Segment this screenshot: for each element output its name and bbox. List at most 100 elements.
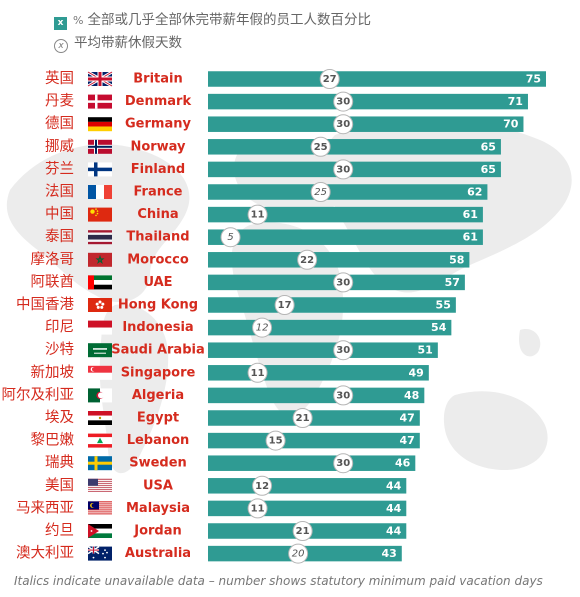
country-cn-label: 摩洛哥 (31, 250, 75, 268)
days-value-label: 30 (336, 277, 350, 288)
days-value-label: 15 (269, 436, 283, 447)
hk-flag-icon (88, 298, 112, 312)
days-value-label: 21 (296, 526, 310, 537)
chart-row: 美国 USA 44 12 (45, 475, 407, 496)
days-value-label: 30 (336, 390, 350, 401)
country-cn-label: 芬兰 (45, 160, 74, 177)
percent-value-label: 51 (418, 344, 433, 357)
days-marker (333, 91, 354, 112)
days-marker (333, 385, 354, 406)
legend-days-label: 平均带薪休假天数 (74, 35, 182, 51)
percent-value-label: 46 (395, 457, 411, 470)
percent-bar (208, 365, 429, 381)
chart-row: 泰国 Thailand 61 5 (45, 227, 483, 248)
days-marker (319, 69, 340, 89)
percent-bar (208, 319, 452, 336)
days-marker (297, 249, 318, 270)
chart-row: 印尼 Indonesia 54 12 (45, 317, 452, 338)
percent-bar (208, 93, 528, 110)
percent-value-label: 43 (381, 547, 396, 560)
country-en-label: Sweden (129, 456, 187, 471)
percent-bar (208, 161, 501, 178)
days-marker (247, 204, 268, 225)
percent-bar (208, 455, 416, 471)
days-value-label: 12 (256, 323, 269, 334)
country-cn-label: 德国 (45, 115, 74, 132)
percent-bar (208, 139, 501, 155)
percent-value-label: 61 (463, 208, 478, 221)
days-value-label: 11 (251, 503, 265, 514)
percent-bar (208, 297, 456, 313)
dz-flag-icon (88, 388, 112, 403)
my-flag-icon (88, 501, 112, 516)
country-en-label: Algeria (132, 388, 184, 403)
percent-bar (208, 71, 546, 87)
country-en-label: Finland (131, 162, 185, 177)
country-en-label: Thailand (126, 230, 189, 245)
percent-symbol: % (73, 14, 84, 27)
percent-value-label: 75 (526, 73, 541, 86)
th-flag-icon (88, 230, 112, 245)
percent-bar (208, 252, 470, 268)
country-en-label: UAE (143, 275, 172, 290)
country-cn-label: 美国 (45, 477, 74, 494)
lb-flag-icon (88, 433, 112, 448)
percent-value-label: 71 (508, 95, 523, 108)
footer-note: Italics indicate unavailable data – numb… (14, 574, 543, 588)
days-value-label: 30 (336, 164, 350, 175)
percent-bar (208, 410, 420, 426)
eg-flag-icon (88, 411, 112, 425)
country-cn-label: 阿尔及利亚 (2, 386, 75, 403)
percent-bar (208, 478, 407, 494)
percent-value-label: 70 (503, 118, 519, 131)
country-cn-label: 阿联酋 (31, 272, 75, 290)
percent-value-label: 47 (400, 412, 415, 425)
percent-bar (208, 342, 438, 358)
days-marker (310, 182, 331, 202)
se-flag-icon (88, 456, 112, 471)
country-en-label: Denmark (125, 94, 192, 109)
percent-value-label: 62 (467, 186, 482, 199)
chart-row: 沙特 Saudi Arabia 51 30 (45, 340, 438, 361)
country-en-label: Saudi Arabia (111, 343, 204, 358)
country-cn-label: 埃及 (45, 409, 74, 426)
percent-value-label: 44 (386, 479, 402, 492)
chart-row: 阿联酋 UAE 57 30 (31, 272, 465, 293)
days-marker (265, 430, 286, 451)
country-en-label: France (133, 185, 182, 200)
days-marker (247, 498, 268, 519)
country-en-label: Indonesia (122, 320, 193, 335)
country-en-label: Norway (130, 139, 186, 154)
percent-value-label: 61 (463, 231, 478, 244)
country-cn-label: 法国 (45, 183, 74, 200)
percent-bar (208, 184, 488, 200)
legend-percent-label: 全部或几乎全部休完带薪年假的员工人数百分比 (87, 12, 371, 28)
days-marker (220, 227, 241, 248)
days-marker (333, 272, 354, 293)
jo-flag-icon (88, 524, 112, 538)
country-cn-label: 挪威 (45, 138, 74, 155)
chart-row: 约旦 Jordan 44 21 (45, 521, 407, 541)
days-value-label: 27 (323, 74, 337, 85)
fr-flag-icon (88, 185, 112, 199)
percent-value-label: 44 (386, 525, 402, 538)
country-cn-label: 中国香港 (16, 296, 74, 313)
country-cn-label: 英国 (45, 69, 74, 87)
chart-row: 芬兰 Finland 65 30 (45, 159, 501, 180)
days-value-label: 11 (251, 210, 265, 221)
chart-row: 中国 China 61 11 (45, 204, 483, 225)
country-en-label: Lebanon (127, 433, 190, 448)
days-value-label: 25 (314, 187, 327, 198)
percent-value-label: 48 (404, 389, 419, 402)
fi-flag-icon (88, 162, 112, 177)
country-en-label: Australia (125, 546, 191, 561)
percent-bar (208, 206, 483, 223)
chart-row: 黎巴嫩 Lebanon 47 15 (31, 430, 420, 451)
days-value-label: 12 (255, 481, 269, 492)
days-marker (252, 317, 273, 338)
ae-flag-icon (88, 275, 112, 290)
days-marker (333, 453, 354, 474)
percent-bar (208, 229, 483, 245)
country-en-label: China (137, 207, 178, 222)
